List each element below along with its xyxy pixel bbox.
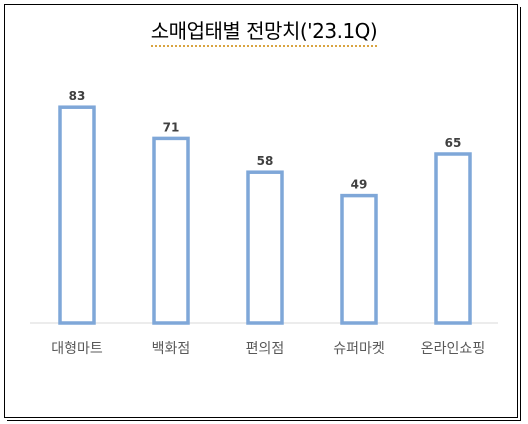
category-label-5: 온라인쇼핑	[421, 341, 485, 357]
bar-2	[152, 136, 190, 325]
value-labels-layer: 83 71 58 49 65	[69, 89, 462, 191]
bar-3	[246, 170, 284, 325]
bar-5	[434, 152, 472, 325]
chart-title-container: 소매업태별 전망치('23.1Q)	[0, 18, 528, 47]
value-label-3: 58	[257, 154, 274, 168]
category-label-3: 편의점	[246, 341, 285, 357]
category-label-1: 대형마트	[51, 341, 103, 357]
bar-1	[58, 105, 96, 325]
bars-layer	[58, 105, 472, 325]
value-label-2: 71	[163, 120, 180, 134]
value-label-4: 49	[351, 178, 368, 192]
value-label-1: 83	[69, 89, 86, 103]
category-label-4: 슈퍼마켓	[333, 341, 385, 357]
bar-4	[340, 193, 378, 325]
category-label-2: 백화점	[152, 341, 191, 357]
value-label-5: 65	[445, 136, 462, 150]
category-labels-layer: 대형마트 백화점 편의점 슈퍼마켓 온라인쇼핑	[51, 341, 485, 357]
chart-title: 소매업태별 전망치('23.1Q)	[150, 18, 378, 47]
